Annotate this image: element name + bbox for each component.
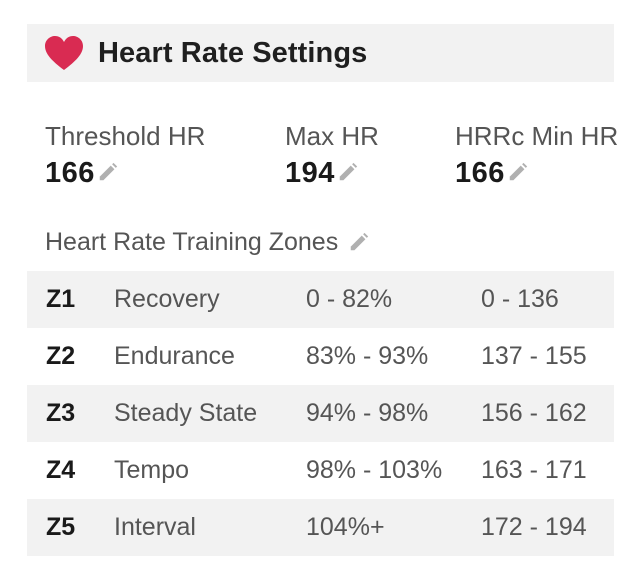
- zone-row-z1: Z1 Recovery 0 - 82% 0 - 136: [27, 271, 614, 328]
- zones-table: Z1 Recovery 0 - 82% 0 - 136 Z2 Endurance…: [27, 271, 614, 556]
- zone-row-z3: Z3 Steady State 94% - 98% 156 - 162: [27, 385, 614, 442]
- edit-zones-pencil-icon[interactable]: [348, 231, 370, 253]
- page-title: Heart Rate Settings: [98, 36, 368, 69]
- edit-hrrc-min-hr-pencil-icon[interactable]: [507, 161, 529, 183]
- zone-bpm: 137 - 155: [481, 342, 587, 370]
- zone-bpm: 163 - 171: [481, 456, 587, 484]
- zone-id: Z1: [46, 285, 76, 313]
- max-hr-label: Max HR: [285, 121, 379, 151]
- edit-threshold-hr-pencil-icon[interactable]: [97, 161, 119, 183]
- hrrc-min-hr-metric: HRRc Min HR 166: [455, 118, 618, 192]
- header-bar: Heart Rate Settings: [27, 24, 614, 82]
- hrrc-min-hr-label: HRRc Min HR: [455, 121, 619, 151]
- zone-name: Steady State: [114, 399, 258, 427]
- max-hr-value: 194: [285, 157, 335, 189]
- zone-id: Z2: [46, 342, 76, 370]
- zone-percent: 94% - 98%: [306, 399, 429, 427]
- zone-bpm: 172 - 194: [481, 513, 587, 541]
- zone-row-z5: Z5 Interval 104%+ 172 - 194: [27, 499, 614, 556]
- zone-name: Tempo: [114, 456, 190, 484]
- zone-id: Z4: [46, 456, 76, 484]
- zone-name: Recovery: [114, 285, 220, 313]
- zone-row-z4: Z4 Tempo 98% - 103% 163 - 171: [27, 442, 614, 499]
- max-hr-metric: Max HR 194: [285, 118, 379, 192]
- heart-icon: [45, 36, 83, 70]
- zone-percent: 83% - 93%: [306, 342, 429, 370]
- zone-percent: 98% - 103%: [306, 456, 443, 484]
- threshold-hr-value: 166: [45, 157, 95, 189]
- edit-max-hr-pencil-icon[interactable]: [337, 161, 359, 183]
- zone-bpm: 156 - 162: [481, 399, 587, 427]
- threshold-hr-label: Threshold HR: [45, 121, 206, 151]
- threshold-hr-metric: Threshold HR 166: [45, 118, 205, 192]
- zone-name: Interval: [114, 513, 196, 541]
- zone-id: Z3: [46, 399, 76, 427]
- zone-row-z2: Z2 Endurance 83% - 93% 137 - 155: [27, 328, 614, 385]
- zone-bpm: 0 - 136: [481, 285, 559, 313]
- zone-percent: 104%+: [306, 513, 385, 541]
- zone-percent: 0 - 82%: [306, 285, 393, 313]
- zones-section-header: Heart Rate Training Zones: [45, 224, 370, 260]
- hrrc-min-hr-value: 166: [455, 157, 505, 189]
- zone-id: Z5: [46, 513, 76, 541]
- zone-name: Endurance: [114, 342, 235, 370]
- zones-section-label: Heart Rate Training Zones: [45, 228, 339, 256]
